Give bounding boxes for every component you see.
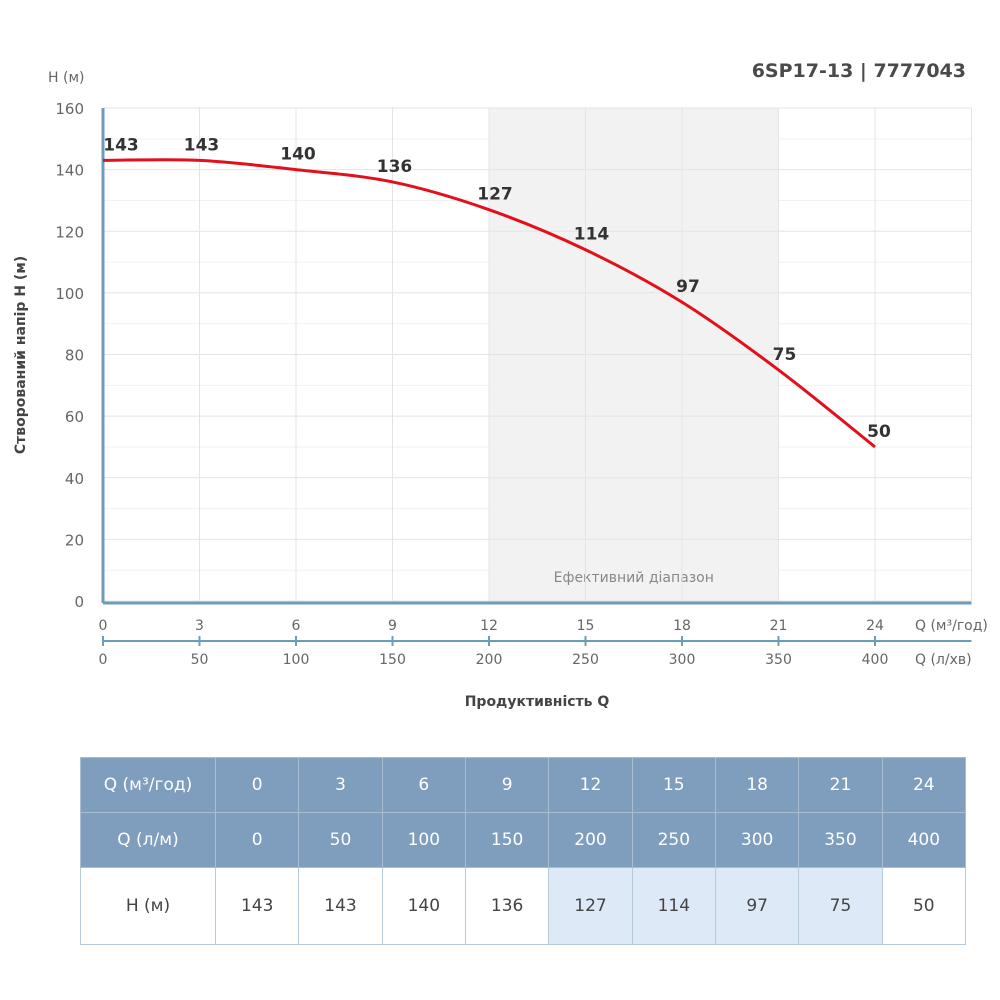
x-tick-label: 24	[866, 618, 884, 634]
table-cell: 9	[464, 757, 550, 813]
x-secondary-tick-label: 0	[99, 652, 108, 668]
pump-curve-chart: Ефективний діапазон020406080100120140160…	[13, 70, 988, 710]
table-cell: 6	[381, 757, 466, 813]
table-cell: 150	[464, 812, 550, 868]
x-secondary-tick-label: 250	[572, 652, 599, 668]
x-secondary-tick-label: 50	[191, 652, 209, 668]
data-label: 140	[280, 145, 316, 165]
table-cell: 24	[881, 757, 967, 813]
y-tick-label: 80	[65, 347, 84, 365]
x-tick-label: 12	[480, 618, 498, 634]
table-cell: 100	[381, 812, 466, 868]
table-cell: 21	[798, 757, 883, 813]
row-label: Q (м³/год)	[80, 757, 216, 813]
data-label: 127	[477, 185, 513, 205]
x-tick-label: 0	[99, 618, 108, 634]
table-cell: 350	[798, 812, 883, 868]
table-row: Q (м³/год) 0 3 6 9 12 15 18 21 24	[80, 757, 967, 813]
table-cell: 0	[214, 757, 300, 813]
x-tick-label: 9	[388, 618, 397, 634]
x-axis-title: Продуктивність Q	[465, 694, 610, 710]
table-cell: 15	[631, 757, 716, 813]
row-label: H (м)	[80, 867, 216, 945]
head-curve	[102, 158, 876, 449]
data-label: 136	[377, 157, 413, 177]
table-row: H (м) 143 143 140 136 127 114 97 75 50	[80, 867, 967, 945]
y-axis-title: Створований напір H (м)	[13, 256, 29, 454]
y-tick-label: 0	[74, 593, 84, 611]
table-cell: 127	[548, 867, 633, 945]
efficient-range-label: Ефективний діапазон	[554, 570, 714, 586]
table-cell: 3	[298, 757, 383, 813]
y-tick-label: 160	[55, 100, 84, 118]
x-secondary-tick-label: 350	[765, 652, 792, 668]
y-tick-label: 20	[65, 531, 84, 549]
data-label: 97	[676, 277, 700, 297]
table-cell: 143	[298, 867, 383, 945]
x-unit-secondary: Q (л/хв)	[915, 652, 972, 668]
x-secondary-tick-label: 300	[669, 652, 696, 668]
table-cell: 50	[881, 867, 967, 945]
data-label: 143	[184, 135, 220, 155]
data-label: 143	[103, 135, 139, 155]
data-label: 50	[867, 422, 891, 442]
y-tick-label: 140	[55, 162, 84, 180]
x-secondary-tick-label: 400	[862, 652, 889, 668]
y-tick-label: 60	[65, 408, 84, 426]
table-cell: 136	[464, 867, 550, 945]
x-unit-primary: Q (м³/год)	[915, 618, 988, 634]
y-tick-label: 100	[55, 285, 84, 303]
x-tick-label: 6	[292, 618, 301, 634]
x-secondary-tick-label: 200	[476, 652, 503, 668]
table-cell: 114	[631, 867, 716, 945]
table-cell: 18	[714, 757, 800, 813]
x-tick-label: 3	[195, 618, 204, 634]
table-cell: 50	[298, 812, 383, 868]
performance-table: Q (м³/год) 0 3 6 9 12 15 18 21 24 Q (л/м) 0 50 100 150…	[80, 757, 967, 945]
data-label: 75	[773, 345, 797, 365]
chart-title: 6SP17-13 | 7777043	[751, 60, 966, 82]
x-secondary-tick-label: 100	[283, 652, 310, 668]
table-cell: 97	[714, 867, 800, 945]
table-cell: 140	[381, 867, 466, 945]
table-cell: 300	[714, 812, 800, 868]
row-label: Q (л/м)	[80, 812, 216, 868]
table-cell: 0	[214, 812, 300, 868]
y-tick-label: 120	[55, 223, 84, 241]
table-row: Q (л/м) 0 50 100 150 200 250 300 350 400	[80, 812, 967, 868]
table-cell: 400	[881, 812, 967, 868]
data-label: 114	[574, 225, 610, 245]
table-cell: 12	[548, 757, 633, 813]
table-cell: 200	[548, 812, 633, 868]
x-tick-label: 15	[577, 618, 595, 634]
x-tick-label: 21	[770, 618, 788, 634]
y-tick-label: 40	[65, 470, 84, 488]
x-tick-label: 18	[673, 618, 691, 634]
y-unit-label: H (м)	[48, 70, 84, 86]
x-secondary-tick-label: 150	[379, 652, 406, 668]
table-cell: 143	[214, 867, 300, 945]
table-cell: 250	[631, 812, 716, 868]
table-cell: 75	[798, 867, 883, 945]
